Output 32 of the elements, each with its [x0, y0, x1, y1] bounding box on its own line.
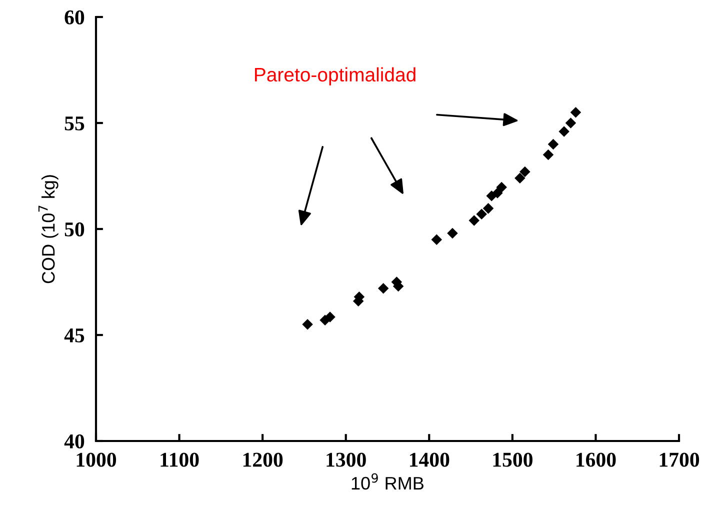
annotation: Pareto-optimalidad [255, 67, 416, 86]
point [558, 126, 570, 137]
point [496, 182, 507, 193]
point [565, 118, 576, 128]
x-axis-title: 10$^{9}$ RMB [352, 473, 424, 490]
y-tick-label: 40 [64, 434, 84, 448]
point [447, 228, 458, 239]
point [514, 172, 526, 184]
y-tick-label: 45 [64, 328, 84, 342]
point [548, 138, 559, 150]
x-tick-label: 1400 [410, 452, 450, 467]
x-tick-label: 1200 [243, 452, 283, 467]
point [542, 149, 554, 160]
y-tick-label: 50 [64, 222, 84, 236]
x-tick-label: 1300 [326, 452, 366, 467]
point [520, 166, 530, 178]
point [378, 282, 389, 294]
y-tick-label: 60 [64, 10, 84, 24]
point [468, 215, 480, 226]
x-tick-label: 1600 [576, 452, 616, 467]
point [482, 203, 494, 214]
x-tick-label: 1000 [76, 452, 116, 467]
x-tick-label: 1500 [493, 452, 532, 467]
point [476, 208, 487, 220]
point [324, 312, 336, 322]
point [570, 107, 582, 118]
y-axis-title: COD (10$^{7}$ kg) [38, 175, 58, 284]
y-tick-label: 55 [64, 116, 84, 130]
point [431, 234, 442, 245]
x-tick-label: 1700 [660, 452, 700, 467]
point [302, 319, 313, 330]
x-tick-label: 1100 [160, 452, 199, 467]
